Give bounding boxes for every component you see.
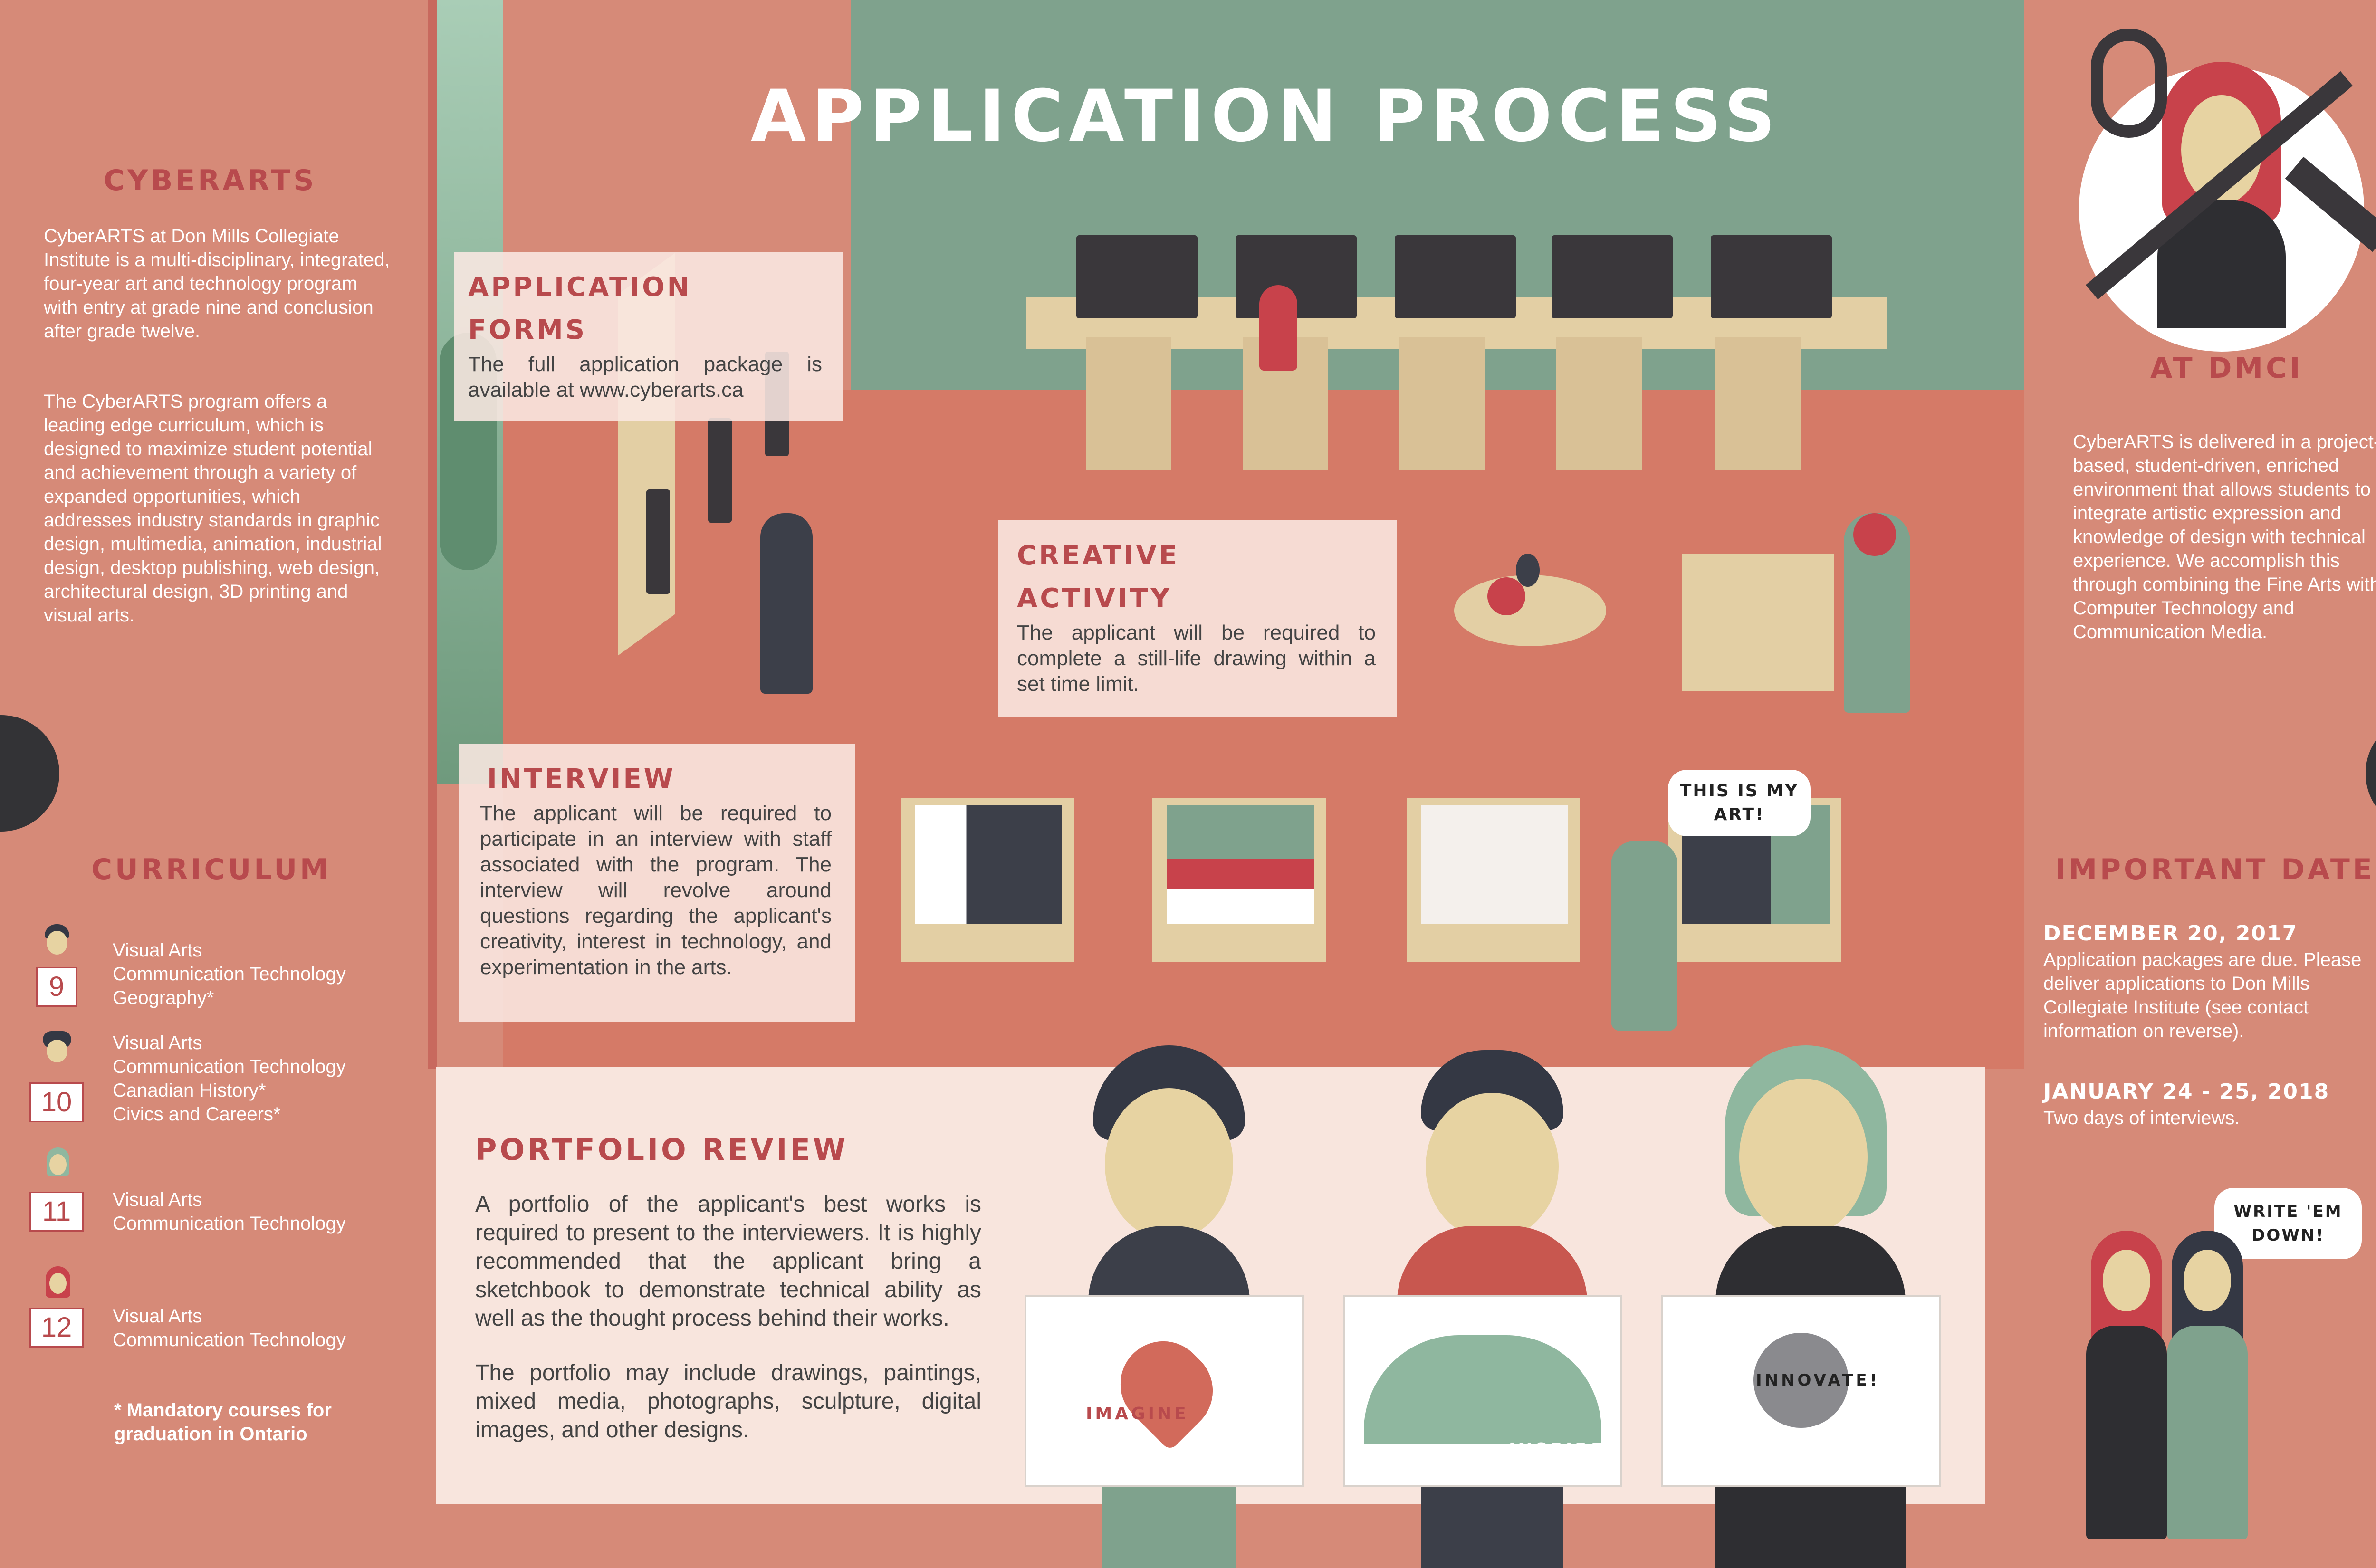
vase-icon <box>1516 554 1540 587</box>
application-forms-title-line2: FORMS <box>468 315 587 345</box>
left-page-tab <box>0 715 59 832</box>
monitor-icon <box>1395 235 1516 318</box>
chair-icon <box>1715 337 1801 470</box>
interview-body: The applicant will be required to partic… <box>480 802 832 979</box>
mandatory-note: * Mandatory courses for graduation in On… <box>114 1400 332 1444</box>
grade-10-avatar <box>38 1031 76 1067</box>
innovate-sign: INNOVATE! <box>1663 1297 1939 1485</box>
interview-card: INTERVIEW The applicant will be required… <box>459 744 855 1022</box>
art-table-2 <box>1152 798 1326 962</box>
application-forms-card: APPLICATION FORMS The full application p… <box>454 252 843 421</box>
grade-11-courses: Visual Arts Communication Technology <box>113 1188 346 1235</box>
date-item-2: JANUARY 24 - 25, 2018 Two days of interv… <box>2043 1078 2376 1130</box>
cyberarts-paragraph-1: CyberARTS at Don Mills Collegiate Instit… <box>44 226 390 342</box>
monitor-icon <box>1711 235 1832 318</box>
right-page-tab <box>2366 715 2376 832</box>
course-item: Visual Arts <box>113 1306 202 1327</box>
speech-bubble-write: WRITE 'EM DOWN! <box>2214 1188 2362 1259</box>
grade-10-courses: Visual Arts Communication Technology Can… <box>113 1031 346 1126</box>
usb-cable-icon <box>2091 29 2167 138</box>
artwork-2 <box>1167 805 1314 924</box>
artist-hair <box>1853 513 1896 556</box>
gear-icon <box>1753 1333 1849 1428</box>
inspire-sign: INSPIRE <box>1345 1297 1620 1485</box>
student-side-desk <box>760 513 813 694</box>
important-dates-heading: IMPORTANT DATES <box>2055 853 2376 886</box>
still-life-table <box>1454 575 1606 646</box>
date-label: DECEMBER 20, 2017 <box>2043 921 2298 946</box>
course-item: Visual Arts <box>113 940 202 961</box>
dmci-heading: AT DMCI <box>2150 352 2303 385</box>
heart-icon <box>1102 1323 1231 1452</box>
date-description: Two days of interviews. <box>2043 1108 2240 1128</box>
interview-title: INTERVIEW <box>487 764 676 794</box>
cyberarts-heading: CYBERARTS <box>104 164 317 197</box>
apple-icon <box>1487 577 1525 615</box>
curriculum-heading: CURRICULUM <box>91 853 331 886</box>
grade-12-avatar <box>41 1266 75 1302</box>
chair-icon <box>1556 337 1642 470</box>
course-item: Visual Arts <box>113 1189 202 1210</box>
art-table-3 <box>1407 798 1580 962</box>
artwork-3 <box>1421 805 1568 924</box>
course-item: Geography* <box>113 987 214 1008</box>
inspire-label: INSPIRE <box>1509 1440 1606 1459</box>
drawing-desk <box>1682 554 1834 691</box>
creative-activity-card: CREATIVE ACTIVITY The applicant will be … <box>998 520 1397 717</box>
art-table-1 <box>901 798 1074 962</box>
hills-icon <box>1364 1335 1601 1444</box>
grade-12-courses: Visual Arts Communication Technology <box>113 1304 346 1352</box>
presenting-student <box>1611 841 1677 1031</box>
imagine-sign: IMAGINE <box>1026 1297 1302 1485</box>
student-face <box>1105 1088 1233 1240</box>
student-face <box>1426 1093 1559 1240</box>
students-with-notebook <box>2081 1231 2262 1568</box>
student-at-computer <box>1259 285 1297 371</box>
chair-icon <box>1086 337 1171 470</box>
monitor-icon <box>708 418 732 523</box>
innovate-label: INNOVATE! <box>1756 1371 1880 1390</box>
grade-11-avatar <box>41 1147 75 1183</box>
cyberarts-paragraph-2: The CyberARTS program offers a leading e… <box>44 391 382 626</box>
application-forms-body: The full application package is availabl… <box>468 353 822 402</box>
speech-bubble-my-art: THIS IS MY ART! <box>1668 770 1811 836</box>
course-item: Communication Technology <box>113 1329 346 1350</box>
artwork-1 <box>915 805 1062 924</box>
course-item: Civics and Careers* <box>113 1104 281 1125</box>
grade-9-badge: 9 <box>36 967 77 1007</box>
course-item: Visual Arts <box>113 1033 202 1053</box>
student-face <box>1739 1079 1868 1235</box>
course-item: Canadian History* <box>113 1080 266 1101</box>
grade-10-badge: 10 <box>29 1082 84 1122</box>
date-description: Application packages are due. Please del… <box>2043 949 2362 1042</box>
course-item: Communication Technology <box>113 1213 346 1234</box>
creative-activity-title-line1: CREATIVE <box>1017 540 1180 571</box>
dmci-body: CyberARTS is delivered in a project-base… <box>2073 431 2376 642</box>
grade-9-courses: Visual Arts Communication Technology Geo… <box>113 938 346 1010</box>
portfolio-review-body-2: The portfolio may include drawings, pain… <box>475 1360 981 1443</box>
page-title: APPLICATION PROCESS <box>751 75 1782 158</box>
creative-activity-title-line2: ACTIVITY <box>1017 583 1172 614</box>
application-forms-title-line1: APPLICATION <box>468 272 692 303</box>
window-frame <box>428 0 437 1069</box>
date-label: JANUARY 24 - 25, 2018 <box>2043 1080 2330 1104</box>
chair-icon <box>1399 337 1485 470</box>
imagine-label: IMAGINE <box>1086 1404 1189 1424</box>
creative-activity-body: The applicant will be required to comple… <box>1017 621 1376 696</box>
grade-9-avatar <box>38 924 76 960</box>
monitor-icon <box>646 489 670 594</box>
grade-11-badge: 11 <box>29 1192 84 1232</box>
monitor-icon <box>1552 235 1673 318</box>
course-item: Communication Technology <box>113 964 346 985</box>
portfolio-review-title: PORTFOLIO REVIEW <box>475 1132 849 1167</box>
monitor-icon <box>1076 235 1198 318</box>
course-item: Communication Technology <box>113 1056 346 1077</box>
date-item-1: DECEMBER 20, 2017 Application packages a… <box>2043 919 2376 1043</box>
grade-12-badge: 12 <box>29 1308 84 1348</box>
portfolio-review-body-1: A portfolio of the applicant's best work… <box>475 1192 981 1331</box>
